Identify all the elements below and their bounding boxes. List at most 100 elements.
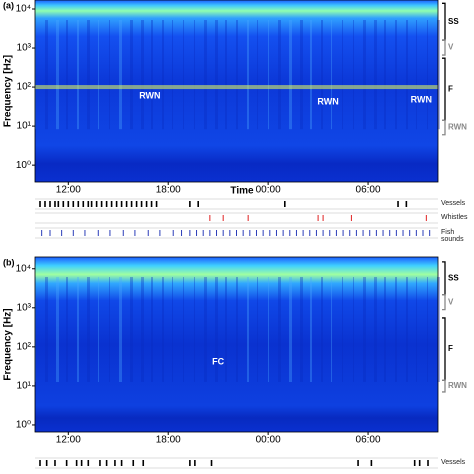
streak: [172, 20, 173, 130]
x-tick-label: 00:00: [256, 435, 281, 446]
streak: [141, 277, 144, 382]
plot-frame: [34, 256, 439, 433]
streak: [35, 20, 36, 130]
annotation: FC: [212, 356, 224, 366]
bracket: [442, 294, 446, 311]
streak: [162, 20, 164, 130]
streak: [204, 20, 207, 130]
band-label: SS: [448, 17, 459, 26]
streak: [310, 277, 312, 382]
streak: [87, 20, 88, 130]
y-tick-label: 10¹: [17, 381, 32, 392]
band-label: F: [448, 344, 453, 353]
streak: [321, 20, 323, 130]
streak: [427, 277, 428, 382]
streak: [437, 20, 440, 130]
y-tick-label: 10²: [17, 82, 32, 93]
y-tick-label: 10⁰: [16, 160, 31, 171]
band-label: F: [448, 84, 453, 93]
streak: [172, 277, 173, 382]
streak: [353, 277, 354, 382]
y-tick-label: 10⁴: [16, 4, 31, 15]
streak: [225, 20, 227, 130]
streak: [374, 20, 377, 130]
bracket: [442, 379, 446, 393]
streak: [141, 20, 144, 130]
spectrogram: [35, 0, 438, 182]
streak: [98, 20, 99, 130]
band-label: RWN: [448, 123, 467, 132]
streak: [56, 277, 59, 382]
tonal-band: [35, 85, 438, 90]
streak: [310, 20, 312, 130]
streak: [98, 277, 99, 382]
streak: [437, 277, 440, 382]
streak: [77, 277, 79, 382]
streak: [77, 20, 79, 130]
row-label: Vessels: [441, 459, 466, 466]
streak: [204, 277, 207, 382]
streak: [395, 277, 397, 382]
streak: [278, 20, 281, 130]
streak: [300, 20, 303, 130]
streak: [183, 20, 184, 130]
streak: [342, 20, 343, 130]
panel-label: (a): [3, 0, 14, 10]
bracket: [442, 39, 446, 56]
streak: [66, 20, 68, 130]
streak: [416, 277, 417, 382]
row-label: Fish sounds: [441, 229, 464, 243]
annotation: RWN: [317, 97, 338, 107]
streak: [236, 20, 238, 130]
streak: [406, 20, 408, 130]
streak: [130, 20, 133, 130]
streak: [45, 20, 48, 130]
spectrogram: [35, 257, 438, 432]
y-tick-label: 10²: [17, 341, 32, 352]
x-axis-label: Time: [230, 186, 254, 197]
x-tick-label: 12:00: [56, 435, 81, 446]
row-label: Whistles: [441, 214, 468, 221]
y-axis-label: Frequency [Hz]: [3, 55, 14, 127]
x-tick-label: 06:00: [356, 185, 381, 196]
streak: [151, 277, 153, 382]
streak: [247, 277, 249, 382]
bracket: [442, 317, 446, 381]
streak: [342, 277, 343, 382]
streak: [268, 20, 269, 130]
y-tick-label: 10⁰: [16, 420, 31, 431]
streak: [374, 277, 377, 382]
streak: [331, 20, 332, 130]
bracket: [442, 2, 446, 41]
y-tick-label: 10⁴: [16, 263, 31, 274]
streak: [247, 20, 249, 130]
streak: [35, 277, 36, 382]
streak: [289, 20, 292, 130]
annotation: RWN: [139, 91, 160, 101]
streak: [109, 277, 110, 382]
streak: [321, 277, 323, 382]
streak: [278, 277, 281, 382]
streak: [87, 277, 88, 382]
bracket: [442, 261, 446, 296]
y-tick-label: 10³: [17, 43, 32, 54]
streak: [56, 20, 59, 130]
streak: [384, 277, 386, 382]
streak: [88, 20, 90, 130]
y-axis-label: Frequency [Hz]: [3, 308, 14, 380]
streak: [300, 277, 303, 382]
band-label: V: [448, 297, 454, 306]
streak: [88, 277, 90, 382]
streak: [119, 20, 122, 130]
streak: [215, 277, 218, 382]
y-tick-label: 10¹: [17, 121, 32, 132]
bracket: [442, 119, 446, 136]
row-label: Vessels: [441, 200, 466, 207]
panel-label: (b): [3, 257, 15, 267]
streak: [289, 277, 292, 382]
streak: [257, 20, 258, 130]
bracket: [442, 57, 446, 122]
streak: [257, 277, 258, 382]
